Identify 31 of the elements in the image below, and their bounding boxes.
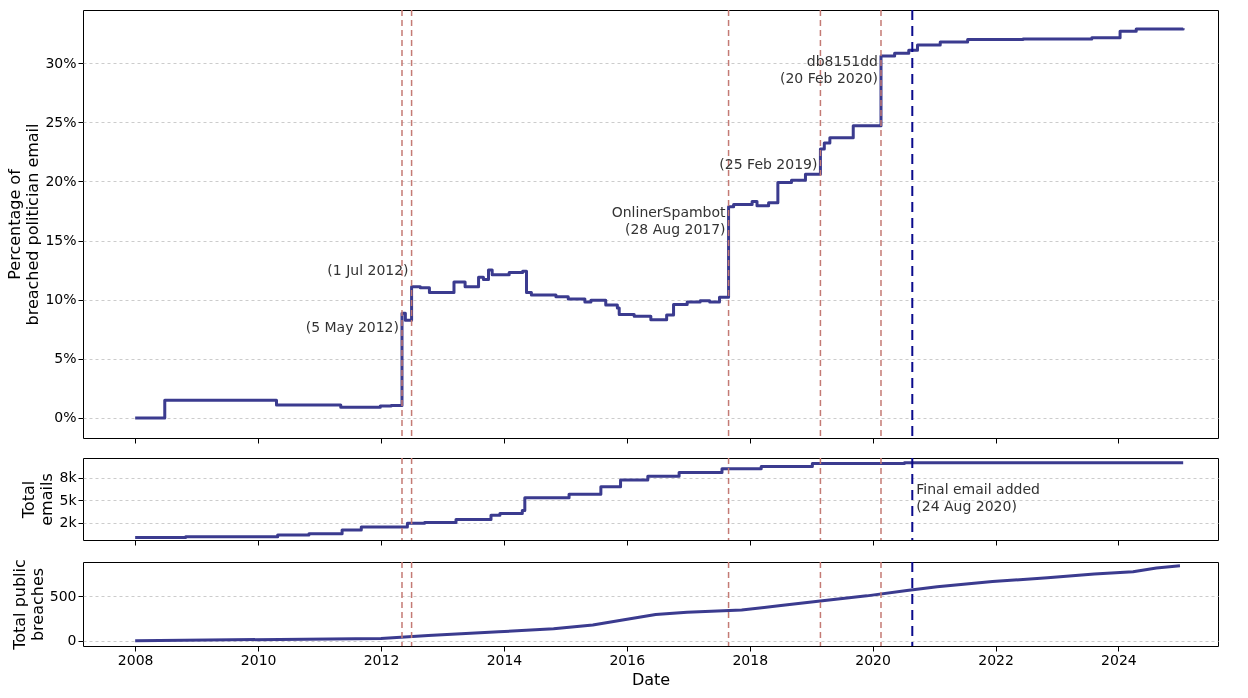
annotation: (1 Jul 2012) [327, 262, 409, 279]
annotation: (25 Feb 2019) [719, 155, 818, 172]
x-tick-label: 2014 [486, 651, 523, 668]
x-tick-label: 2024 [1101, 651, 1137, 668]
y-tick-label: 10% [45, 291, 77, 308]
y-axis-title: Total public breaches [9, 559, 47, 651]
x-axis-title: Date [631, 669, 671, 689]
y-tick-label: 0 [67, 632, 77, 649]
x-tick-label: 2012 [363, 651, 400, 668]
annotation: (5 May 2012) [305, 319, 399, 336]
x-tick-label: 2016 [609, 651, 646, 668]
y-tick-label: 15% [45, 232, 77, 249]
y-tick-label: 0% [54, 409, 77, 426]
y-tick-label: 8k [59, 469, 78, 486]
x-tick-label: 2020 [855, 651, 891, 668]
annotation: db8151dd (20 Feb 2020) [779, 53, 878, 87]
x-tick-label: 2008 [117, 651, 154, 668]
y-axis-title: Total emails [19, 473, 57, 526]
y-tick-label: 30% [45, 54, 77, 71]
annotation: OnlinerSpambot (28 Aug 2017) [611, 204, 727, 238]
y-tick-label: 25% [45, 113, 77, 130]
y-tick-label: 20% [45, 172, 77, 189]
annotation: Final email added (24 Aug 2020) [916, 480, 1040, 514]
x-tick-label: 2018 [732, 651, 769, 668]
x-tick-label: 2022 [978, 651, 1014, 668]
y-tick-label: 2k [59, 514, 78, 531]
y-axis-title: Percentage of breached politician email [5, 123, 43, 326]
y-tick-label: 500 [49, 587, 77, 604]
y-tick-label: 5% [54, 350, 77, 367]
y-tick-label: 5k [59, 491, 78, 508]
x-tick-label: 2010 [240, 651, 277, 668]
